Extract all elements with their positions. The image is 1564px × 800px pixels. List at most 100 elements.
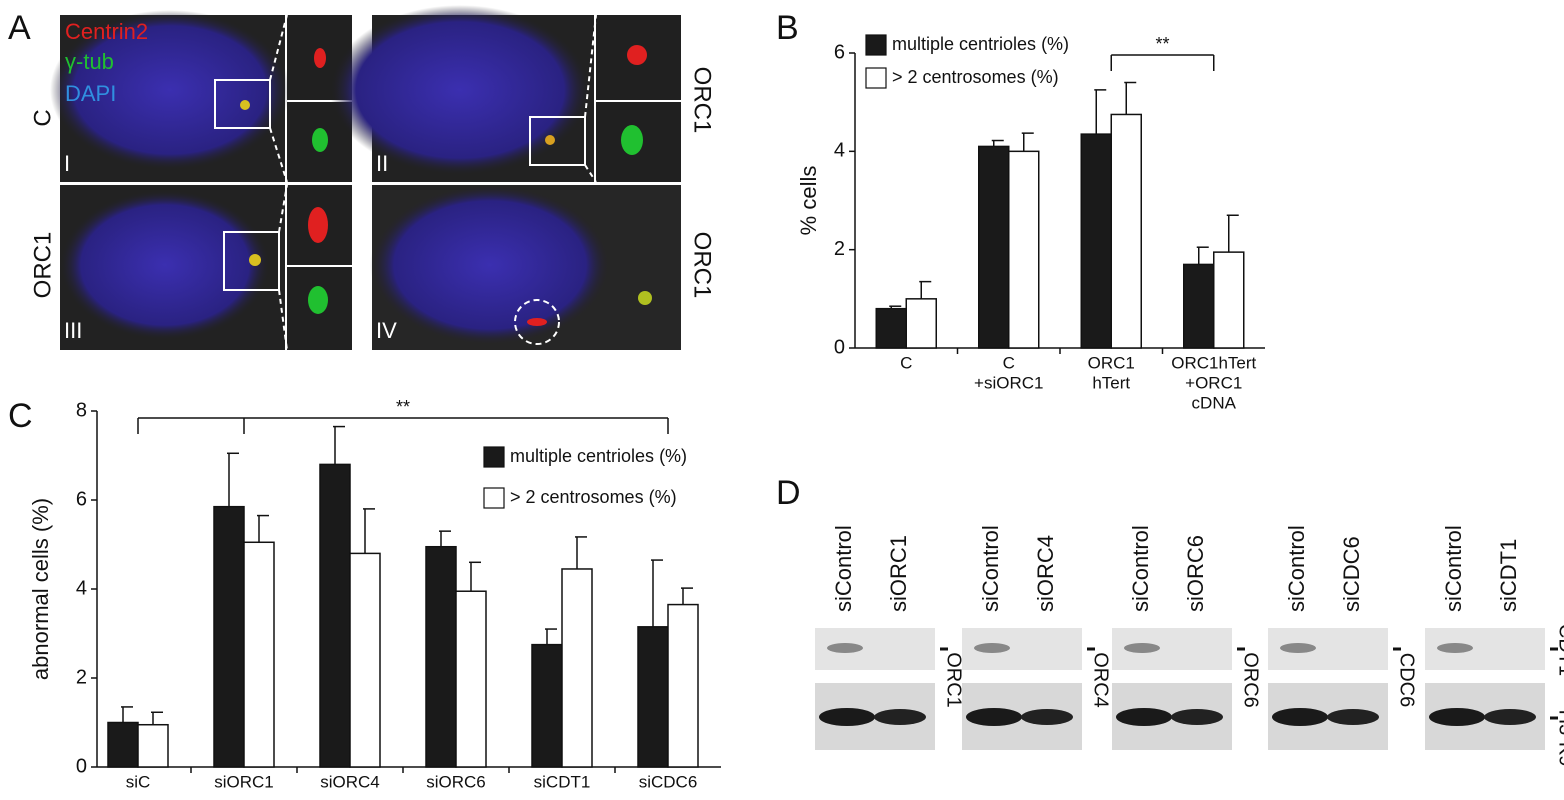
bar xyxy=(425,545,457,768)
bar xyxy=(561,568,593,768)
lane-label: siControl xyxy=(1128,525,1153,612)
condition-label: ORC1 xyxy=(689,232,716,299)
band xyxy=(1171,709,1223,725)
lane-label: siCDT1 xyxy=(1496,539,1521,612)
panel-label: B xyxy=(776,9,799,47)
band xyxy=(966,708,1022,726)
significance-label: ** xyxy=(1155,34,1169,54)
lane-label: siORC1 xyxy=(886,535,911,612)
condition-label: ORC1 xyxy=(689,67,716,134)
y-tick-label: 0 xyxy=(834,336,845,358)
legend-swatch xyxy=(483,446,505,468)
lane-label: siControl xyxy=(1441,525,1466,612)
x-tick-label: siORC1 xyxy=(214,772,274,791)
x-tick-label: +ORC1 xyxy=(1185,373,1242,392)
legend-label: > 2 centrosomes (%) xyxy=(892,67,1059,87)
panel-label: A xyxy=(8,9,31,47)
protein-label: CDT1 xyxy=(1555,624,1564,676)
legend-swatch xyxy=(865,67,887,89)
y-tick-label: 8 xyxy=(76,399,87,421)
lane-label: siControl xyxy=(831,525,856,612)
significance-label: ** xyxy=(396,397,410,417)
band xyxy=(1484,709,1536,725)
panel-numeral: IV xyxy=(376,318,397,343)
x-tick-label: siORC6 xyxy=(426,772,486,791)
band xyxy=(827,643,863,653)
panel-label: C xyxy=(8,397,33,435)
panel-numeral: I xyxy=(64,151,70,176)
stain-label: DAPI xyxy=(65,81,116,106)
x-tick-label: ORC1hTert xyxy=(1171,353,1256,372)
protein-label: ORC4 xyxy=(1090,652,1112,708)
protein-label: H3-K9 xyxy=(1555,710,1564,767)
x-tick-label: ORC1 xyxy=(1088,353,1135,372)
legend-swatch xyxy=(483,487,505,509)
x-tick-label: siCDT1 xyxy=(534,772,591,791)
bar xyxy=(667,603,699,768)
lane-label: siORC6 xyxy=(1183,535,1208,612)
protein-label: ORC6 xyxy=(1240,652,1262,708)
panel-a-images xyxy=(50,5,681,351)
stain-label: Centrin2 xyxy=(65,19,148,44)
band xyxy=(1327,709,1379,725)
bar xyxy=(1183,263,1215,349)
band xyxy=(1272,708,1328,726)
bar xyxy=(1110,113,1142,349)
y-tick-label: 4 xyxy=(834,140,845,162)
band xyxy=(1437,643,1473,653)
bar xyxy=(319,463,351,768)
legend-label: multiple centrioles (%) xyxy=(510,446,687,466)
lane-label: siORC4 xyxy=(1033,535,1058,612)
band xyxy=(1021,709,1073,725)
band xyxy=(974,643,1010,653)
x-tick-label: C xyxy=(1003,353,1015,372)
bar xyxy=(1080,133,1112,349)
bar xyxy=(349,552,381,768)
bar xyxy=(213,505,245,768)
x-tick-label: siC xyxy=(126,772,151,791)
y-tick-label: 4 xyxy=(76,577,87,599)
bar xyxy=(978,145,1010,349)
y-axis-label: % cells xyxy=(796,166,821,236)
bar xyxy=(107,721,139,768)
bar xyxy=(137,723,169,768)
condition-label: ORC1 xyxy=(29,232,56,299)
y-axis-label: abnormal cells (%) xyxy=(28,498,53,680)
band xyxy=(1280,643,1316,653)
x-tick-label: +siORC1 xyxy=(974,373,1043,392)
lane-label: siControl xyxy=(1284,525,1309,612)
bar xyxy=(875,307,907,349)
y-tick-label: 6 xyxy=(834,41,845,63)
y-tick-label: 2 xyxy=(834,238,845,260)
condition-label: C xyxy=(29,109,56,126)
protein-label: ORC1 xyxy=(943,652,965,708)
y-tick-label: 6 xyxy=(76,488,87,510)
legend-swatch xyxy=(865,34,887,56)
stain-label: γ-tub xyxy=(65,49,114,74)
lane-label: siCDC6 xyxy=(1339,536,1364,612)
protein-label: CDC6 xyxy=(1396,653,1418,707)
panel-numeral: II xyxy=(376,151,388,176)
band xyxy=(1116,708,1172,726)
bar xyxy=(1008,150,1040,349)
band xyxy=(1124,643,1160,653)
band xyxy=(874,709,926,725)
x-tick-label: siORC4 xyxy=(320,772,380,791)
band xyxy=(819,708,875,726)
lane-label: siControl xyxy=(978,525,1003,612)
panel-numeral: III xyxy=(64,318,82,343)
legend-label: > 2 centrosomes (%) xyxy=(510,487,677,507)
bar xyxy=(531,643,563,768)
x-tick-label: siCDC6 xyxy=(639,772,698,791)
legend-label: multiple centrioles (%) xyxy=(892,34,1069,54)
band xyxy=(1429,708,1485,726)
x-tick-label: cDNA xyxy=(1192,393,1237,412)
x-tick-label: C xyxy=(900,353,912,372)
bar xyxy=(905,298,937,349)
bar xyxy=(243,541,275,768)
bar xyxy=(455,590,487,768)
x-tick-label: hTert xyxy=(1092,373,1130,392)
y-tick-label: 2 xyxy=(76,666,87,688)
y-tick-label: 0 xyxy=(76,755,87,777)
